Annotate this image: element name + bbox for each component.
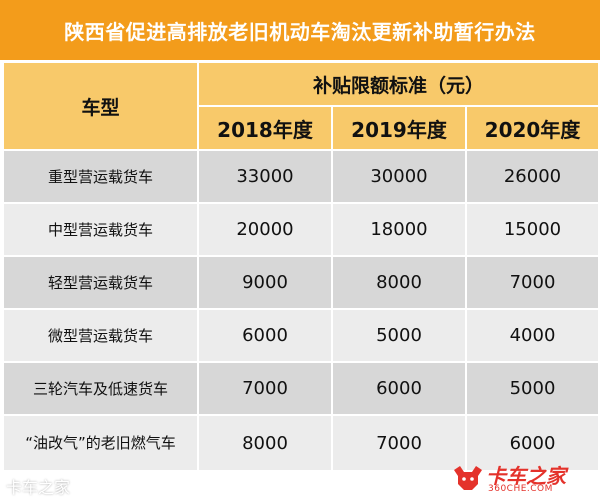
subsidy-standard-header: 补贴限额标准（元） [197, 61, 600, 107]
vehicle-type-cell: 微型营运载货车 [2, 308, 199, 363]
value-cell: 8000 [197, 414, 333, 472]
year-header-2018: 2018年度 [197, 105, 333, 151]
table-row: 中型营运载货车 20000 18000 15000 [2, 202, 600, 257]
value-cell: 33000 [197, 149, 333, 204]
vehicle-type-header: 车型 [2, 61, 199, 151]
watermark: 卡车之家 [6, 478, 71, 497]
bull-icon [454, 466, 482, 490]
logo-domain: 360CHE.COM [488, 484, 553, 494]
table-row: 三轮汽车及低速货车 7000 6000 5000 [2, 361, 600, 416]
value-cell: 4000 [465, 308, 600, 363]
table-row: 重型营运载货车 33000 30000 26000 [2, 149, 600, 204]
vehicle-type-cell: 轻型营运载货车 [2, 255, 199, 310]
table-row: 微型营运载货车 6000 5000 4000 [2, 308, 600, 363]
value-cell: 8000 [331, 255, 467, 310]
page-title: 陕西省促进高排放老旧机动车淘汰更新补助暂行办法 [0, 0, 600, 60]
value-cell: 5000 [465, 361, 600, 416]
logo-name: 卡车之家 [486, 464, 566, 488]
value-cell: 6000 [465, 414, 600, 472]
vehicle-type-cell: 重型营运载货车 [2, 149, 199, 204]
vehicle-type-cell: “油改气”的老旧燃气车 [2, 414, 199, 472]
site-logo: 卡车之家 360CHE.COM [452, 460, 592, 496]
vehicle-type-cell: 中型营运载货车 [2, 202, 199, 257]
value-cell: 7000 [465, 255, 600, 310]
value-cell: 7000 [331, 414, 467, 472]
table-row: “油改气”的老旧燃气车 8000 7000 6000 [2, 414, 600, 472]
value-cell: 9000 [197, 255, 333, 310]
value-cell: 5000 [331, 308, 467, 363]
vehicle-type-cell: 三轮汽车及低速货车 [2, 361, 199, 416]
value-cell: 15000 [465, 202, 600, 257]
table-row: 轻型营运载货车 9000 8000 7000 [2, 255, 600, 310]
value-cell: 18000 [331, 202, 467, 257]
value-cell: 6000 [197, 308, 333, 363]
value-cell: 26000 [465, 149, 600, 204]
year-header-2019: 2019年度 [331, 105, 467, 151]
value-cell: 7000 [197, 361, 333, 416]
year-header-2020: 2020年度 [465, 105, 600, 151]
value-cell: 30000 [331, 149, 467, 204]
subsidy-table: 车型 补贴限额标准（元） 2018年度 2019年度 2020年度 重型营运载货… [2, 61, 600, 472]
value-cell: 20000 [197, 202, 333, 257]
value-cell: 6000 [331, 361, 467, 416]
